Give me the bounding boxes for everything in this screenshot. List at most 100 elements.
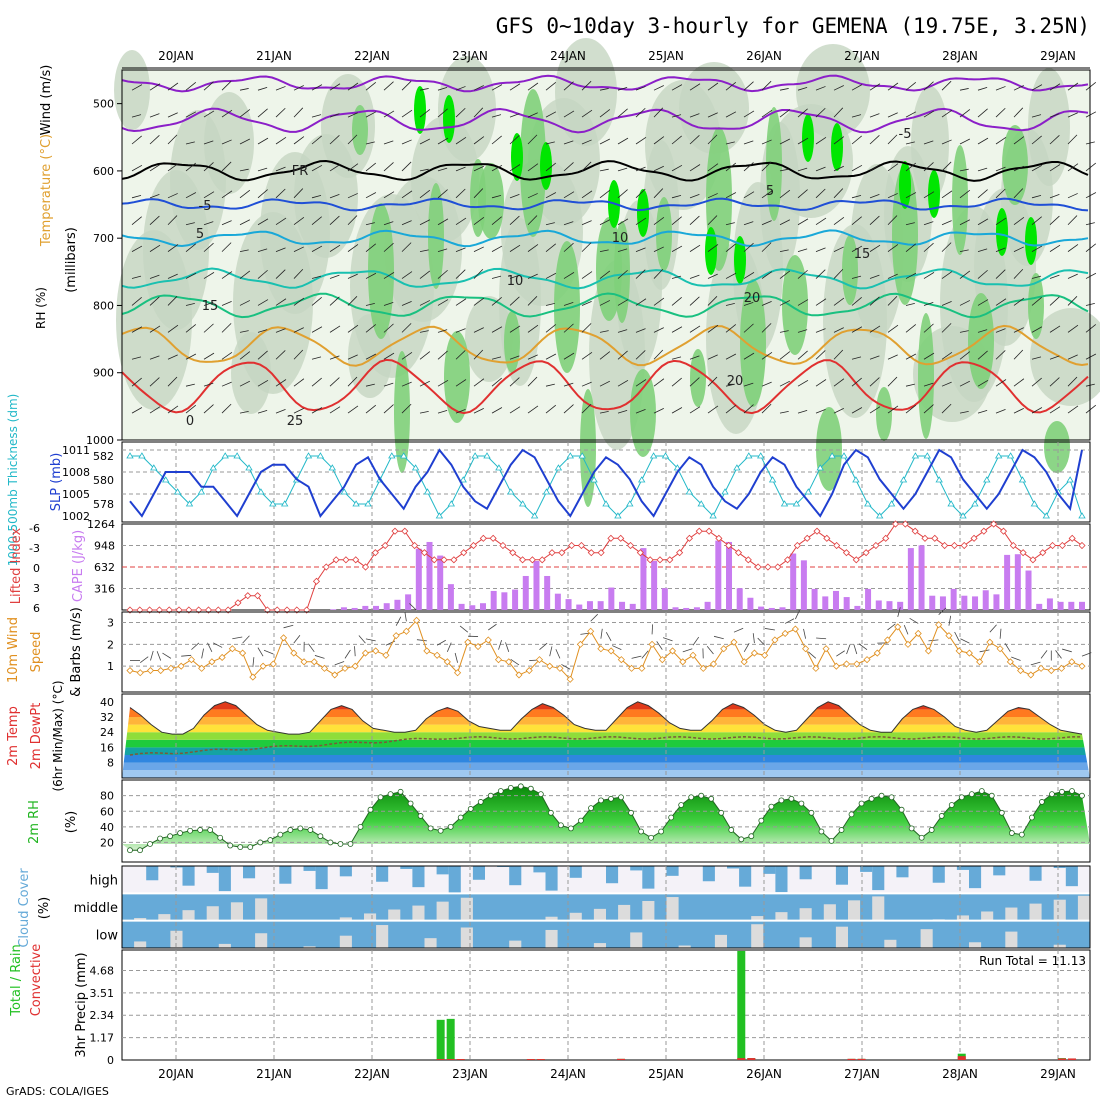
- rh-shade-green: [842, 235, 858, 305]
- wind-barb: [1031, 275, 1042, 279]
- wind-barb: [563, 81, 574, 91]
- li-point: [1039, 549, 1047, 557]
- rh-point: [507, 784, 514, 791]
- li-point: [234, 599, 242, 607]
- wind-point: [750, 649, 758, 657]
- wind-barb: [1031, 407, 1043, 414]
- wind-barb: [959, 380, 971, 387]
- thickness-point: [935, 476, 943, 483]
- wind-barb: [347, 376, 358, 387]
- rh-shade-green: [368, 203, 394, 339]
- wind-barb: [257, 409, 268, 414]
- rh-point: [1018, 831, 1025, 838]
- wind-barb: [977, 189, 988, 199]
- wind-barb: [995, 136, 1007, 145]
- thickness-point: [864, 500, 872, 507]
- wind-point: [873, 649, 881, 657]
- wind-point: [279, 634, 288, 642]
- rh-shade-bright: [734, 236, 746, 284]
- wind-barb: [239, 189, 251, 199]
- wind-barb: [779, 300, 791, 306]
- wind-barb: [257, 299, 269, 306]
- thickness-point: [150, 464, 158, 471]
- cloud-high-bar: [1065, 866, 1078, 887]
- cloud-low-clear: [303, 946, 316, 948]
- wind-barb: [581, 190, 593, 199]
- rh-point: [688, 794, 695, 801]
- temp-contour: [121, 229, 1089, 248]
- cloud-low-clear: [714, 934, 727, 948]
- wind-barb: [527, 82, 539, 91]
- temp-band: [122, 747, 1090, 755]
- wind-barb: [329, 135, 340, 145]
- contour-label: 10: [612, 231, 629, 246]
- wind-barb: [239, 330, 249, 333]
- wind-barb: [815, 166, 826, 172]
- wind-barb: [743, 162, 754, 172]
- wind-barb: [761, 190, 773, 199]
- cape-bar: [608, 587, 615, 610]
- wind-barb: [761, 139, 772, 145]
- wind-point: [955, 647, 963, 655]
- wind-barb: [869, 164, 881, 172]
- wind-barb: [419, 410, 429, 414]
- cloud-high-bar: [727, 866, 740, 869]
- wind-barb: [1067, 112, 1078, 118]
- wind-barb: [365, 111, 377, 118]
- thickness-point: [590, 476, 598, 483]
- rh-point: [407, 800, 414, 807]
- wind-barb: [757, 637, 765, 646]
- wind-barb: [689, 194, 700, 199]
- wind-barb: [959, 351, 971, 360]
- wind-barb: [635, 408, 646, 414]
- wind-barb: [764, 628, 775, 631]
- wind-barb: [311, 195, 322, 199]
- wind-barb: [545, 243, 557, 252]
- wind-barb: [707, 376, 718, 387]
- wind-point: [1068, 658, 1076, 666]
- wind-barb: [308, 643, 315, 653]
- wind-barb: [779, 168, 789, 172]
- wind-barb: [131, 275, 142, 279]
- wind-barb: [887, 623, 896, 631]
- wind-barb: [923, 110, 935, 118]
- cape-bar: [790, 553, 797, 610]
- wind-barb: [257, 269, 268, 279]
- cape-bar: [843, 597, 850, 610]
- rh-point: [227, 842, 234, 849]
- wind-barb: [383, 404, 394, 414]
- date-label-bottom: 26JAN: [746, 1067, 782, 1081]
- wind-barb: [617, 269, 628, 279]
- wind-barb: [149, 164, 161, 172]
- wind-barb: [743, 140, 754, 145]
- wind-barb: [329, 377, 340, 387]
- thickness-point: [661, 452, 670, 459]
- wind-barb: [836, 650, 845, 657]
- wind-barb: [365, 353, 377, 360]
- wind-barb: [203, 382, 214, 387]
- wind-barb: [851, 216, 862, 226]
- wind-barb: [473, 297, 485, 306]
- wind-barb: [1013, 297, 1025, 306]
- wind-barb: [491, 84, 503, 91]
- wind-barb: [887, 354, 898, 360]
- wind-point: [249, 673, 257, 681]
- wind-barb: [455, 298, 467, 306]
- wind-barb: [563, 404, 574, 414]
- wind-barb: [941, 139, 952, 145]
- wind-barb: [653, 188, 664, 199]
- rh-shade-bright: [511, 133, 523, 181]
- rh-point: [357, 823, 364, 830]
- cape-bar: [726, 541, 733, 610]
- wind-barb: [1031, 195, 1042, 199]
- cape-bar: [982, 590, 989, 610]
- wind-barb: [149, 296, 160, 306]
- wind-barb: [527, 215, 538, 226]
- wind-barb: [941, 301, 952, 306]
- wind-barb: [923, 352, 935, 360]
- wind-barb: [905, 404, 917, 414]
- contour-label: 25: [287, 414, 304, 429]
- cape-bar: [865, 588, 872, 610]
- wind-barb: [1067, 82, 1079, 91]
- wind-barb: [995, 217, 1007, 226]
